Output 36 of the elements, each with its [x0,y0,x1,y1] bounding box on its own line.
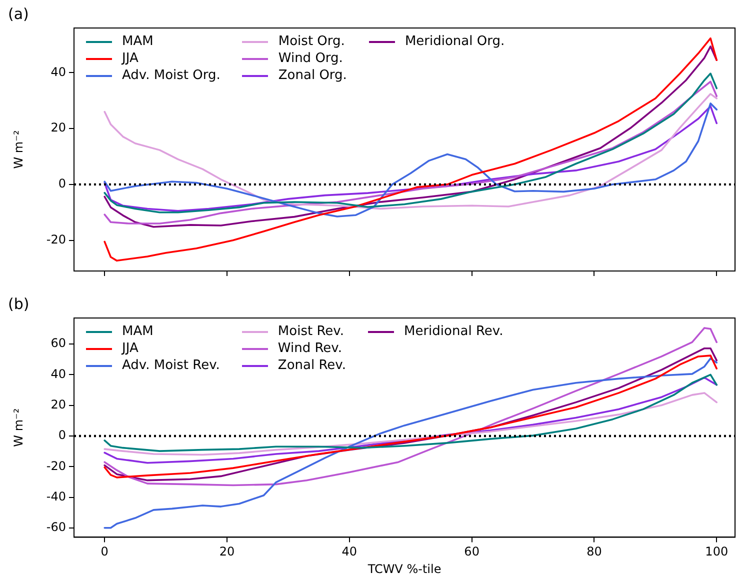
x-tick-label: 60 [464,544,480,559]
legend-label: Wind Org. [278,51,343,66]
chart-title: (b) [8,294,30,313]
legend-label: Zonal Rev. [278,358,346,373]
legend-label: MAM [122,34,154,49]
x-tick-label: 0 [100,544,108,559]
y-tick-label: 0 [58,176,66,191]
legend-label: Meridional Rev. [404,324,504,339]
legend-label: Meridional Org. [404,34,505,49]
y-tick-label: 40 [50,366,66,381]
x-axis-title: TCWV %-tile [366,562,442,576]
legend-label: Adv. Moist Org. [122,68,220,83]
legend-label: JJA [122,341,138,356]
y-tick-label: -20 [46,458,66,473]
x-tick-label: 100 [705,544,728,559]
y-tick-label: 20 [50,398,66,412]
legend-label: MAM [122,324,154,339]
y-axis-title: W m⁻² [11,408,26,447]
x-tick-label: 40 [342,544,358,559]
chart-title: (a) [8,4,29,23]
x-tick-label: 80 [586,544,602,559]
y-tick-label: 40 [50,64,66,79]
y-axis-title: W m⁻² [11,130,26,169]
legend-label: JJA [122,51,138,66]
y-tick-label: 20 [50,120,66,135]
x-tick-label: 20 [219,544,235,559]
legend-label: Moist Rev. [278,324,344,339]
y-tick-label: -40 [46,489,66,504]
legend-label: Wind Rev. [278,341,342,356]
y-tick-label: -20 [46,232,66,246]
y-tick-label: 60 [50,336,66,350]
y-tick-label: 0 [58,428,66,442]
legend-label: Zonal Org. [278,68,347,83]
legend-label: Moist Org. [278,34,345,49]
legend-label: Adv. Moist Rev. [122,358,220,373]
y-tick-label: -60 [46,520,66,534]
